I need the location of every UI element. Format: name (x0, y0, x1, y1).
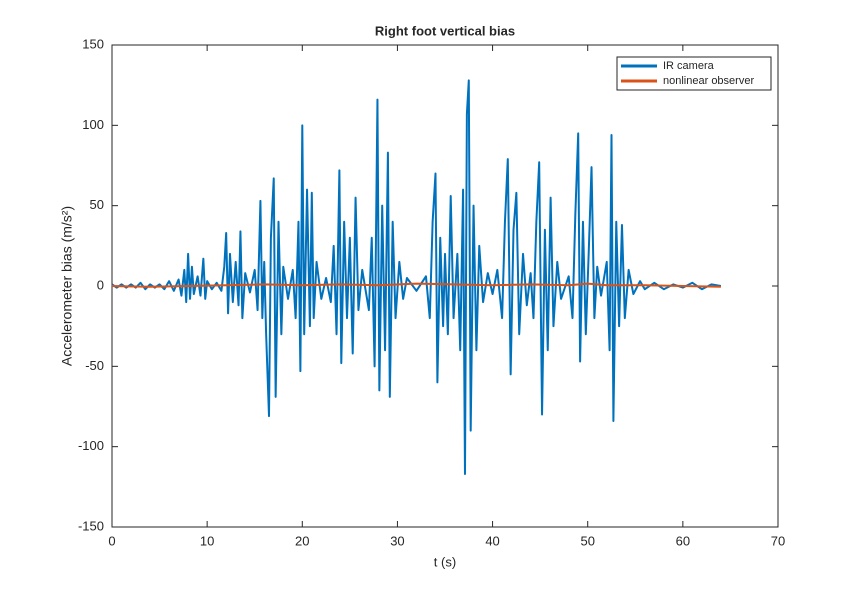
y-tick-label: 100 (82, 117, 104, 132)
y-tick-label: 50 (90, 197, 104, 212)
legend-label: IR camera (663, 60, 715, 72)
series-line (111, 79, 722, 475)
x-tick-label: 20 (295, 533, 309, 548)
y-tick-label: -100 (78, 438, 104, 453)
x-axis-label: t (s) (434, 554, 456, 569)
series-line (111, 282, 721, 288)
legend-label: nonlinear observer (663, 75, 754, 87)
x-tick-label: 40 (485, 533, 499, 548)
x-tick-label: 60 (676, 533, 690, 548)
y-tick-label: 0 (97, 277, 104, 292)
y-tick-label: 150 (82, 36, 104, 51)
y-tick-label: -50 (85, 358, 104, 373)
chart-title: Right foot vertical bias (375, 23, 515, 38)
y-tick-label: -150 (78, 518, 104, 533)
x-tick-label: 10 (200, 533, 214, 548)
x-tick-label: 30 (390, 533, 404, 548)
x-tick-label: 0 (108, 533, 115, 548)
legend-box (616, 56, 772, 91)
x-tick-label: 70 (771, 533, 785, 548)
x-tick-label: 50 (580, 533, 594, 548)
y-axis-label: Accelerometer bias (m/s²) (59, 206, 75, 366)
